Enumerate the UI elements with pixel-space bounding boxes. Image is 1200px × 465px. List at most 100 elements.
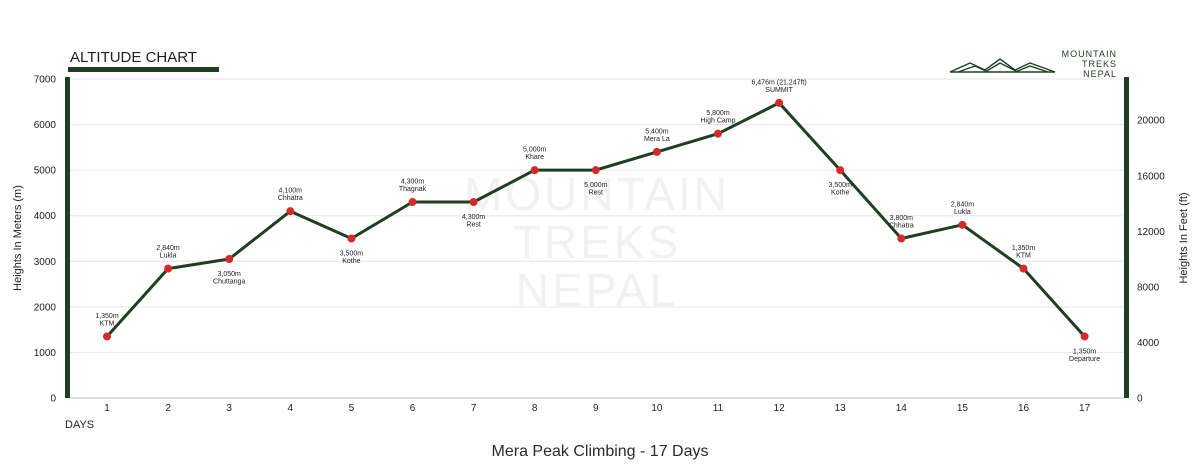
point-label: High Camp <box>700 118 735 125</box>
left-axis-bar <box>65 77 70 398</box>
point-label: 5,000m <box>584 182 608 189</box>
point-label: Chuttanga <box>213 279 245 286</box>
y-tick-label: 0 <box>50 394 56 405</box>
y-tick-label: 6000 <box>34 120 57 131</box>
point-label: KTM <box>100 320 115 327</box>
point-labels: 1,350mKTM2,840mLukla3,050mChuttanga4,100… <box>95 79 1100 363</box>
x-tick-label: 13 <box>835 403 847 414</box>
altitude-point <box>530 166 539 175</box>
x-tick-label: 6 <box>410 403 416 414</box>
altitude-point <box>836 166 845 175</box>
point-label: SUMMIT <box>765 87 793 94</box>
y-axis-title: Heights In Meters (m) <box>12 185 24 291</box>
altitude-point <box>1080 332 1089 341</box>
point-label: 4,300m <box>462 214 486 221</box>
point-label: 3,050m <box>218 271 242 278</box>
y2-tick-label: 12000 <box>1137 227 1165 238</box>
y2-axis-title: Heights In Feet (ft) <box>1178 192 1190 283</box>
point-label: 3,500m <box>340 251 364 258</box>
point-label: 2,840m <box>156 245 180 252</box>
point-label: 2,840m <box>951 201 975 208</box>
point-label: Kothe <box>342 258 360 265</box>
x-tick-label: 1 <box>104 403 110 414</box>
point-label: KTM <box>1016 253 1031 260</box>
y-tick-label: 3000 <box>34 257 57 268</box>
x-tick-label: 12 <box>774 403 786 414</box>
point-label: Thagnak <box>399 186 427 193</box>
point-label: 1,350m <box>1012 245 1036 252</box>
brand-line-1: MOUNTAIN <box>1062 49 1117 59</box>
altitude-point <box>408 198 417 207</box>
altitude-series <box>103 98 1089 341</box>
point-label: 3,500m <box>829 182 853 189</box>
x-tick-label: 17 <box>1079 403 1091 414</box>
altitude-point <box>714 129 722 138</box>
x-tick-label: 9 <box>593 403 599 414</box>
y-tick-label: 2000 <box>34 302 57 313</box>
point-label: Kothe <box>831 190 849 197</box>
y-tick-label: 5000 <box>34 166 57 177</box>
point-label: 1,350m <box>95 313 119 320</box>
watermark-line-2: TREKS <box>513 216 681 268</box>
header-underline <box>68 67 219 72</box>
point-label: Mera La <box>644 136 670 143</box>
point-label: Chhatra <box>278 195 303 202</box>
altitude-point <box>897 234 906 243</box>
watermark-line-3: NEPAL <box>516 264 678 316</box>
brand-logo: MOUNTAIN TREKS NEPAL <box>949 49 1117 79</box>
x-tick-label: 7 <box>471 403 477 414</box>
point-label: Rest <box>466 222 480 229</box>
point-label: Chhatra <box>889 223 914 230</box>
y2-tick-label: 16000 <box>1137 171 1165 182</box>
point-label: 1,350m <box>1073 348 1097 355</box>
point-label: 5,000m <box>523 147 547 154</box>
point-label: Lukla <box>954 209 971 216</box>
altitude-point <box>1019 264 1028 273</box>
y-axis-ticks: 0 1000 2000 3000 4000 5000 6000 7000 <box>34 75 57 405</box>
altitude-point <box>469 198 478 207</box>
x-axis-ticks: 1 2 3 4 5 6 7 8 9 10 11 12 13 14 15 16 17 <box>104 403 1090 414</box>
x-axis-title: DAYS <box>65 419 94 431</box>
x-tick-label: 2 <box>165 403 171 414</box>
x-tick-label: 3 <box>226 403 232 414</box>
brand-line-2: TREKS <box>1082 59 1117 69</box>
x-tick-label: 11 <box>713 403 724 414</box>
point-label: Departure <box>1069 356 1100 363</box>
altitude-point <box>103 332 111 341</box>
x-tick-label: 5 <box>349 403 355 414</box>
point-label: Rest <box>589 190 603 197</box>
altitude-point <box>347 234 356 243</box>
point-label: 4,100m <box>279 188 303 195</box>
y2-tick-label: 20000 <box>1137 116 1165 127</box>
point-label: Lukla <box>160 253 177 260</box>
altitude-point <box>958 220 967 229</box>
x-tick-label: 15 <box>957 403 969 414</box>
altitude-point <box>652 147 661 156</box>
y2-tick-label: 0 <box>1137 394 1143 405</box>
point-label: 3,800m <box>890 215 914 222</box>
y-tick-label: 7000 <box>34 75 57 86</box>
x-tick-label: 4 <box>288 403 294 414</box>
altitude-point <box>591 166 600 175</box>
x-tick-label: 16 <box>1018 403 1030 414</box>
watermark-line-1: MOUNTAIN <box>464 168 730 220</box>
altitude-point <box>164 264 173 273</box>
y2-tick-label: 8000 <box>1137 282 1160 293</box>
right-axis-bar <box>1124 77 1129 398</box>
point-label: Khare <box>525 154 544 161</box>
point-label: 6,476m (21,247ft) <box>751 79 806 86</box>
mountain-logo-icon <box>949 58 1056 73</box>
y2-tick-label: 4000 <box>1137 338 1160 349</box>
y-tick-label: 4000 <box>34 211 57 222</box>
altitude-point <box>225 255 234 264</box>
point-label: 5,800m <box>706 110 730 117</box>
x-tick-label: 8 <box>532 403 538 414</box>
x-tick-label: 10 <box>651 403 663 414</box>
brand-line-3: NEPAL <box>1083 69 1117 79</box>
chart-title: Mera Peak Climbing - 17 Days <box>492 443 709 460</box>
y2-axis-ticks: 0 4000 8000 12000 16000 20000 <box>1137 116 1165 405</box>
altitude-point <box>775 98 784 107</box>
y-tick-label: 1000 <box>34 348 57 359</box>
point-label: 4,300m <box>401 179 425 186</box>
